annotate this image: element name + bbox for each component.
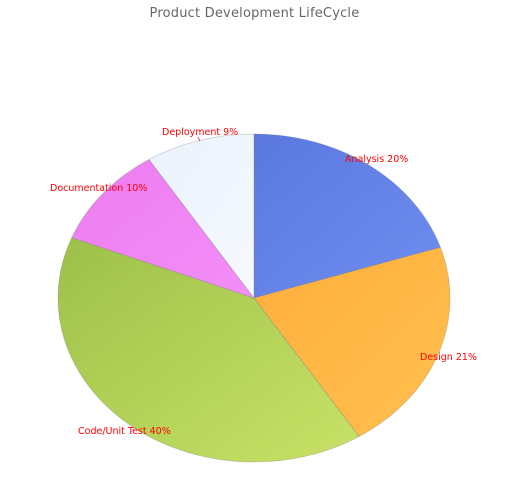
chart-title: Product Development LifeCycle: [149, 6, 360, 21]
label-leaders: [197, 136, 201, 142]
slice-label-4: Deployment 9%: [162, 127, 238, 138]
pie-slice-1[interactable]: [253, 246, 451, 437]
slice-label-2: Code/Unit Test 40%: [78, 426, 171, 437]
slice-label-0: Analysis 20%: [345, 154, 408, 165]
pie-slice-3[interactable]: [71, 159, 256, 299]
slice-label-3: Documentation 10%: [50, 183, 147, 194]
slice-labels: Analysis 20% Design 21% Code/Unit Test 40%…: [50, 127, 477, 437]
pie-slice-2[interactable]: [57, 237, 360, 463]
slice-label-1: Design 21%: [420, 352, 477, 363]
pie-slice-0[interactable]: [253, 133, 441, 299]
leader-line-4: [197, 136, 201, 142]
